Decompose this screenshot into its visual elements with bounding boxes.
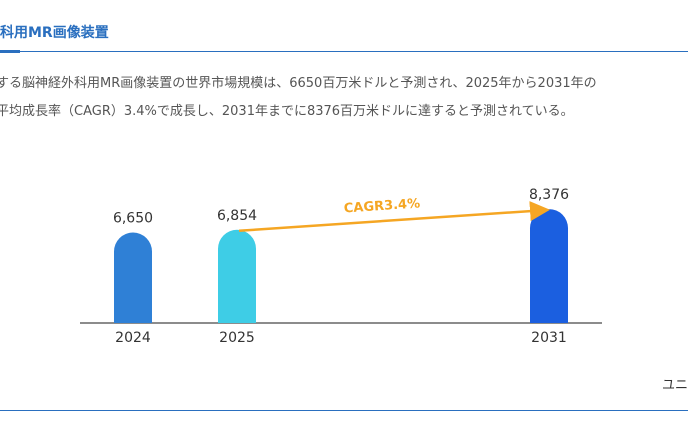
bar — [530, 209, 568, 323]
bar — [218, 229, 256, 323]
bar — [114, 232, 152, 323]
intro-line: 平均成長率（CAGR）3.4%で成長し、2031年までに8376百万米ドルに達す… — [0, 104, 574, 119]
x-tick-label: 2031 — [531, 330, 567, 346]
bottom-rule — [0, 410, 688, 411]
intro-line: する脳神経外科用MR画像装置の世界市場規模は、6650百万米ドルと予測され、20… — [0, 76, 597, 91]
title-rule — [0, 51, 688, 52]
value-label: 8,376 — [529, 187, 569, 203]
x-tick-label: 2025 — [219, 330, 255, 346]
value-label: 6,854 — [217, 208, 257, 224]
cagr-arrow — [238, 201, 550, 233]
value-label: 6,650 — [113, 211, 153, 227]
x-tick-label: 2024 — [115, 330, 151, 346]
cagr-annotation: CAGR3.4% — [343, 196, 420, 216]
unit-label: ユニ — [661, 378, 688, 393]
section-title: 科用MR画像装置 — [0, 25, 109, 41]
title-accent — [0, 50, 20, 53]
